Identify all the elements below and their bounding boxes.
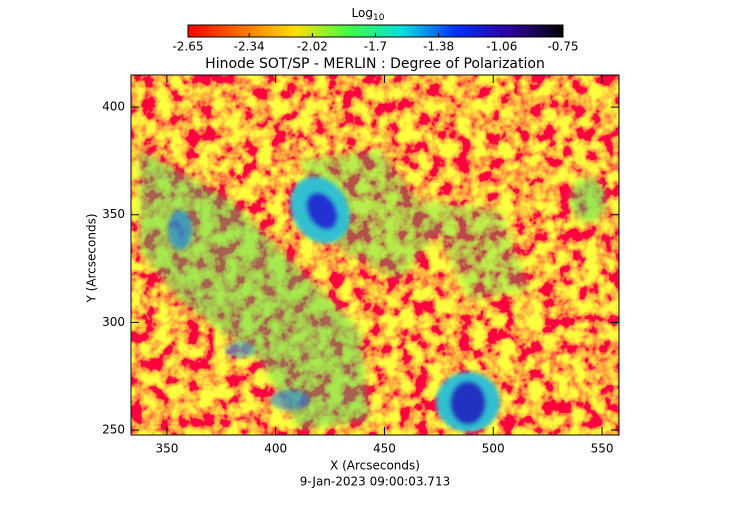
colorbar-tick-label: -1.38: [423, 40, 454, 54]
x-tick-label: 450: [373, 442, 396, 456]
colorbar-tick-label: -2.02: [297, 40, 328, 54]
colorbar-label-text: Log: [352, 6, 373, 20]
x-axis-label: X (Arcseconds): [330, 459, 420, 473]
y-axis-label: Y (Arcseconds): [85, 213, 99, 303]
y-tick-label: 400: [102, 100, 125, 114]
x-tick-label: 400: [264, 442, 287, 456]
colorbar-tick-label: -0.75: [547, 40, 578, 54]
colorbar-tick-label: -1.7: [364, 40, 387, 54]
colorbar-label-sub: 10: [373, 13, 385, 23]
heatmap-image: [131, 75, 619, 435]
chart-title: Hinode SOT/SP - MERLIN : Degree of Polar…: [205, 56, 545, 72]
x-tick-label: 500: [482, 442, 505, 456]
colorbar-label: Log10: [352, 6, 385, 23]
colorbar-tick-label: -2.34: [234, 40, 265, 54]
timestamp: 9-Jan-2023 09:00:03.713: [300, 475, 450, 489]
y-tick-label: 350: [102, 207, 125, 221]
x-tick-label: 550: [591, 442, 614, 456]
y-tick-label: 300: [102, 315, 125, 329]
plot-frame: [130, 74, 620, 436]
colorbar-tick-label: -1.06: [486, 40, 517, 54]
colorbar-tick-label: -2.65: [172, 40, 203, 54]
x-tick-label: 350: [155, 442, 178, 456]
y-tick-label: 250: [102, 423, 125, 437]
